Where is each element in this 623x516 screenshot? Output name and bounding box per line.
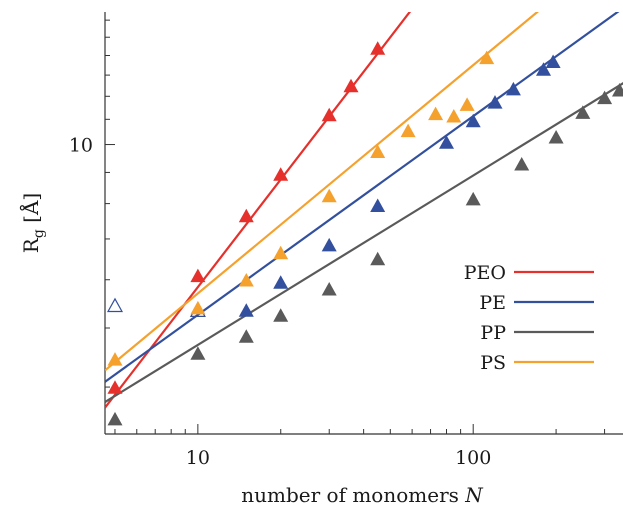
- point-pp: [107, 411, 123, 426]
- point-ps: [400, 123, 416, 138]
- point-pe: [545, 54, 561, 68]
- point-pe: [370, 198, 386, 212]
- point-ps: [190, 300, 206, 315]
- x-axis-label: number of monomers N: [241, 483, 484, 507]
- point-pp: [612, 83, 623, 97]
- point-pp: [273, 308, 289, 322]
- point-pp: [514, 157, 530, 171]
- data-points: [106, 41, 623, 426]
- point-ps: [459, 97, 475, 111]
- point-pe: [465, 113, 481, 128]
- point-pe: [536, 62, 551, 76]
- x-tick-label: 100: [455, 447, 491, 469]
- legend-label-peo: PEO: [464, 262, 506, 284]
- fit-line-peo: [105, 12, 412, 409]
- point-ps: [479, 50, 495, 65]
- point-pe: [505, 81, 521, 96]
- point-ps: [321, 188, 337, 203]
- point-pp: [597, 90, 613, 105]
- point-peo: [273, 167, 289, 181]
- point-peo: [321, 107, 337, 122]
- axes: [104, 12, 623, 435]
- point-ps: [107, 352, 123, 366]
- point-peo: [370, 41, 386, 55]
- axis-labels: 10 100 10 number of monomers N Rg [Å]: [18, 135, 491, 507]
- legend-label-ps: PS: [480, 352, 506, 374]
- y-tick-label: 10: [69, 135, 93, 157]
- point-ps: [428, 106, 444, 121]
- x-tick-label: 10: [186, 447, 210, 469]
- fit-line-pp: [105, 82, 623, 403]
- point-pp: [370, 251, 386, 266]
- point-pp: [575, 105, 591, 119]
- svg-text:Rg [Å]: Rg [Å]: [18, 193, 47, 253]
- point-pe: [238, 303, 254, 317]
- fit-lines: [105, 12, 623, 409]
- fit-line-ps: [105, 12, 540, 372]
- point-ps: [446, 109, 462, 123]
- point-ps: [370, 144, 386, 158]
- legend-label-pe: PE: [479, 292, 506, 314]
- point-pe: [273, 275, 289, 289]
- point-pp: [465, 191, 481, 206]
- point-pp: [238, 329, 254, 343]
- legend-label-pp: PP: [480, 322, 506, 344]
- point-peo: [343, 78, 359, 93]
- legend: PEO PE PP PS: [464, 262, 594, 374]
- point-pp: [321, 282, 337, 296]
- point-pp: [190, 346, 206, 360]
- point-pp: [548, 130, 564, 144]
- open-point-pe: [106, 297, 124, 313]
- point-ps: [273, 245, 289, 260]
- point-peo: [107, 380, 123, 394]
- y-axis-label: Rg [Å]: [18, 193, 47, 253]
- point-peo: [238, 208, 254, 223]
- point-pe: [487, 95, 503, 109]
- point-ps: [238, 273, 254, 287]
- point-pe: [439, 135, 454, 149]
- point-pe: [321, 237, 337, 252]
- point-peo: [190, 268, 206, 283]
- fit-line-pe: [105, 12, 620, 383]
